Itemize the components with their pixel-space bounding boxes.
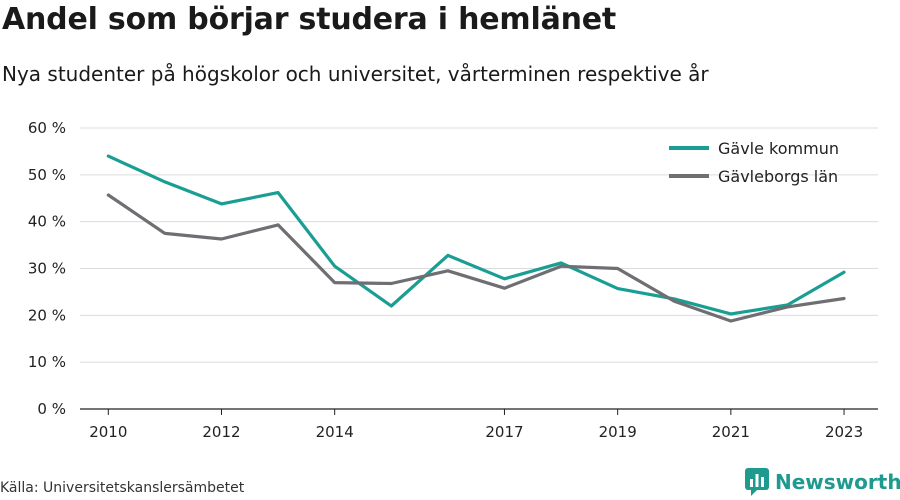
x-tick-label: 2019 (599, 423, 637, 441)
y-tick-label: 40 % (28, 213, 66, 231)
y-axis-ticks: 0 % 10 % 20 % 30 % 40 % 50 % 60 % (28, 119, 66, 418)
y-tick-label: 60 % (28, 119, 66, 137)
series-line (106, 193, 846, 323)
series-lines (106, 154, 846, 323)
legend-label: Gävle kommun (718, 139, 839, 158)
brand-logo: Newsworthy (745, 468, 900, 496)
source-note: Källa: Universitetskanslersämbetet (0, 480, 245, 496)
y-tick-label: 20 % (28, 306, 66, 324)
x-tick-label: 2012 (202, 423, 240, 441)
series-line (106, 154, 846, 316)
legend: Gävle kommun Gävleborgs län (669, 139, 839, 186)
y-tick-label: 30 % (28, 260, 66, 278)
x-tick-label: 2010 (89, 423, 127, 441)
y-tick-label: 10 % (28, 353, 66, 371)
x-tick-label: 2023 (825, 423, 863, 441)
x-tick-label: 2014 (316, 423, 354, 441)
x-tick-label: 2021 (712, 423, 750, 441)
legend-label: Gävleborgs län (718, 167, 838, 186)
brand-name: Newsworthy (775, 470, 900, 494)
newsworthy-logo-icon (745, 468, 769, 496)
x-tick-label: 2017 (485, 423, 523, 441)
y-tick-label: 50 % (28, 166, 66, 184)
y-tick-label: 0 % (37, 400, 66, 418)
chart-subtitle: Nya studenter på högskolor och universit… (2, 62, 709, 86)
x-axis-ticks: 2010 2012 2014 2017 2019 2021 2023 (89, 409, 863, 441)
chart-title: Andel som börjar studera i hemlänet (2, 2, 617, 37)
